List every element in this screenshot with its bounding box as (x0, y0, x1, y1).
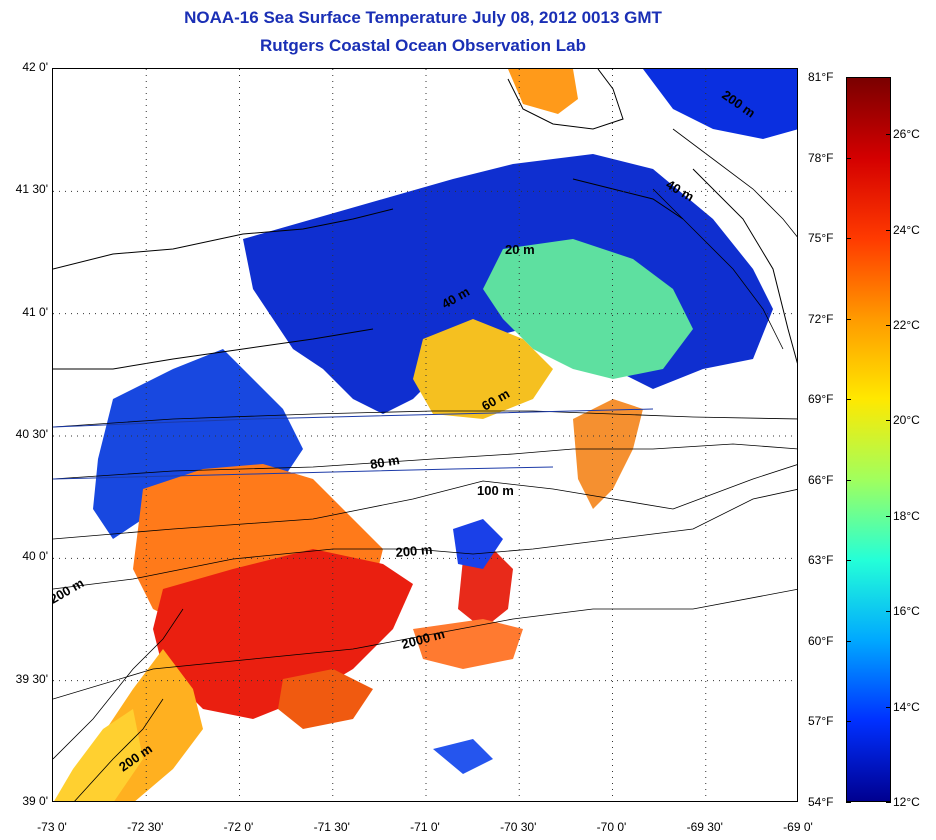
sst-south-blob2 (458, 549, 513, 629)
longitude-label: -71 0' (410, 820, 440, 834)
sst-small-blue (453, 519, 503, 569)
longitude-label: -70 0' (596, 820, 627, 834)
latitude-label: 41 30' (15, 182, 48, 197)
colorbar-fahrenheit-label: 81°F (808, 70, 834, 84)
isobath-ne (672, 128, 797, 238)
track-lines (53, 408, 654, 480)
colorbar-tick (846, 479, 851, 481)
longitude-label: -69 30' (686, 820, 723, 834)
colorbar-tick (846, 318, 851, 320)
colorbar-celsius-label: 14°C (893, 699, 920, 714)
sst-south-blob (278, 669, 373, 729)
colorbar-tick (886, 802, 891, 803)
coastlines (53, 69, 797, 370)
colorbar-celsius-label: 22°C (893, 318, 920, 333)
sst-map: 20 m 40 m 60 m 80 m 100 m 200 m 200 m 20… (52, 68, 798, 802)
longitude-label: -71 30' (313, 820, 350, 834)
isobath-ne2 (652, 188, 784, 350)
sst-south-blob3 (413, 619, 523, 669)
longitude-label: -69 0' (783, 820, 813, 834)
isobath-label: 200 m (395, 542, 433, 560)
colorbar-tick (846, 238, 851, 240)
colorbar-fahrenheit-label: 69°F (808, 392, 834, 407)
colorbar-tick (846, 157, 851, 159)
colorbar-celsius-label: 16°C (893, 604, 920, 619)
isobath-200m (53, 489, 797, 590)
isobath-60m (53, 410, 797, 428)
sst-mid-yellow (413, 319, 553, 419)
sst-ne-patch (643, 69, 797, 139)
isobath-shelf-sw2 (74, 698, 164, 801)
colorbar-tick (886, 515, 891, 517)
isobath-80m (53, 443, 797, 480)
map-plot: 20 m 40 m 60 m 80 m 100 m 200 m 200 m 20… (53, 69, 797, 801)
isobath-label: 80 m (369, 452, 401, 472)
coastline-east (692, 168, 797, 364)
map-grid (53, 69, 797, 801)
latitude-label: 39 30' (15, 671, 48, 686)
colorbar-tick (846, 802, 851, 803)
colorbar-tick (886, 611, 891, 613)
colorbar-celsius-label: 26°C (893, 127, 920, 142)
map-title: NOAA-16 Sea Surface Temperature July 08,… (184, 8, 662, 27)
sst-mid-green (483, 239, 693, 379)
colorbar-tick (886, 325, 891, 327)
temperature-colorbar (846, 77, 891, 802)
coastline-long-island (53, 208, 394, 270)
colorbar-tick (886, 229, 891, 231)
isobath-label: 20 m (505, 242, 535, 257)
colorbar-celsius-label: 12°C (893, 795, 920, 809)
latitude-label: 40 0' (22, 549, 48, 564)
colorbar-celsius-label: 24°C (893, 222, 920, 237)
track-line-1 (53, 408, 654, 428)
colorbar-fahrenheit-label: 63°F (808, 553, 834, 568)
coastline-nj (53, 328, 374, 370)
longitude-label: -70 30' (500, 820, 537, 834)
sst-warm-core (153, 549, 413, 719)
colorbar-fahrenheit-label: 72°F (808, 311, 834, 326)
coastline-cape (507, 69, 624, 130)
colorbar-tick (846, 721, 851, 723)
isobath-label: 200 m (53, 575, 86, 606)
latitude-label: 39 0' (22, 794, 48, 808)
colorbar-tick (886, 134, 891, 136)
colorbar-tick (846, 560, 851, 562)
coastline-islands (572, 178, 684, 220)
track-line-2 (53, 466, 554, 480)
isobaths (53, 128, 797, 801)
longitude-label: -73 0' (37, 820, 67, 834)
colorbar-tick (846, 77, 851, 78)
colorbar-fahrenheit-label: 75°F (808, 231, 834, 246)
sst-sw-strip2 (54, 709, 143, 801)
longitude-label: -72 30' (127, 820, 164, 834)
colorbar-celsius-label: 18°C (893, 508, 920, 523)
colorbar-fahrenheit-label: 78°F (808, 150, 834, 165)
colorbar-fahrenheit-label: 66°F (808, 472, 834, 487)
colorbar-tick (886, 420, 891, 422)
colorbar-fahrenheit-label: 60°F (808, 633, 834, 648)
colorbar-celsius-label: 20°C (893, 413, 920, 428)
colorbar-tick (886, 706, 891, 708)
sst-cape-patch (508, 69, 578, 114)
colorbar-fahrenheit-label: 54°F (808, 795, 834, 809)
latitude-label: 40 30' (15, 427, 48, 441)
colorbar-tick (846, 640, 851, 642)
isobath-100m (53, 464, 797, 540)
map-subtitle: Rutgers Coastal Ocean Observation Lab (260, 36, 586, 55)
isobath-shelf-sw (53, 608, 184, 760)
sst-small-blue2 (433, 739, 493, 774)
latitude-label: 41 0' (22, 304, 48, 319)
sst-field (54, 69, 797, 801)
sst-east-band (573, 399, 643, 509)
longitude-label: -72 0' (223, 820, 254, 834)
isobath-label: 100 m (477, 483, 514, 498)
colorbar-fahrenheit-label: 57°F (808, 714, 834, 729)
isobath-2000m (53, 588, 797, 700)
latitude-label: 42 0' (22, 60, 48, 74)
colorbar-tick (846, 399, 851, 401)
